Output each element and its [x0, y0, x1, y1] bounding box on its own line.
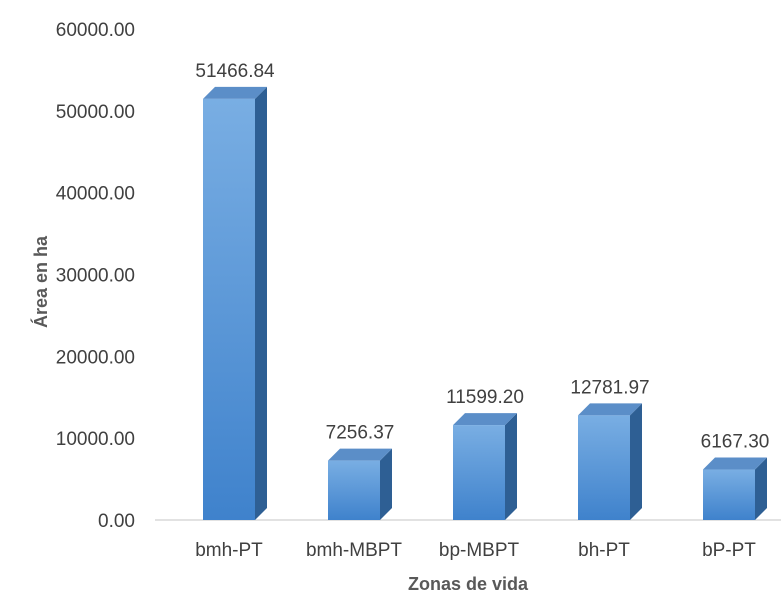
x-tick-label: bmh-MBPT: [306, 540, 402, 561]
bar-front-face: [453, 425, 505, 520]
y-tick-label: 50000.00: [56, 102, 135, 123]
x-axis-title: Zonas de vida: [408, 574, 529, 594]
bar-top-face: [203, 86, 267, 99]
data-label: 7256.37: [326, 423, 395, 444]
x-tick-label: bmh-PT: [195, 540, 263, 561]
data-labels: 51466.84 7256.37 11599.20 12781.97 6167.30: [195, 61, 769, 453]
y-tick-label: 10000.00: [56, 429, 135, 450]
bar-top-face: [703, 457, 767, 470]
y-tick-label: 40000.00: [56, 184, 135, 205]
bar: [578, 403, 642, 520]
y-tick-label: 20000.00: [56, 347, 135, 368]
y-tick-label: 60000.00: [56, 20, 135, 41]
x-tick-label: bh-PT: [578, 540, 630, 561]
x-tick-label: bP-PT: [702, 540, 756, 561]
bar-front-face: [203, 98, 255, 521]
y-tick-label: 30000.00: [56, 266, 135, 287]
bar: [203, 86, 267, 521]
bar-front-face: [328, 460, 380, 520]
x-axis-categories: bmh-PT bmh-MBPT bp-MBPT bh-PT bP-PT: [195, 540, 756, 561]
bar: [453, 413, 517, 520]
bar: [703, 457, 767, 520]
bar: [328, 448, 392, 520]
bar-top-face: [328, 448, 392, 461]
bar-top-face: [578, 403, 642, 416]
data-label: 11599.20: [446, 387, 524, 408]
bar-front-face: [703, 469, 755, 520]
bar-top-face: [453, 413, 517, 426]
y-axis-title: Área en ha: [30, 235, 51, 328]
data-label: 51466.84: [195, 61, 275, 82]
x-tick-label: bp-MBPT: [439, 540, 520, 561]
bars: [203, 86, 767, 521]
bar-side-face: [505, 413, 517, 520]
bar-side-face: [380, 448, 392, 520]
bar-side-face: [755, 457, 767, 520]
y-axis-ticks: 0.00 10000.00 20000.00 30000.00 40000.00 5000…: [56, 20, 135, 532]
y-tick-label: 0.00: [98, 511, 135, 532]
data-label: 12781.97: [570, 377, 649, 398]
bar-side-face: [630, 403, 642, 520]
bar-side-face: [255, 86, 267, 521]
data-label: 6167.30: [701, 432, 770, 453]
bar-front-face: [578, 415, 630, 520]
